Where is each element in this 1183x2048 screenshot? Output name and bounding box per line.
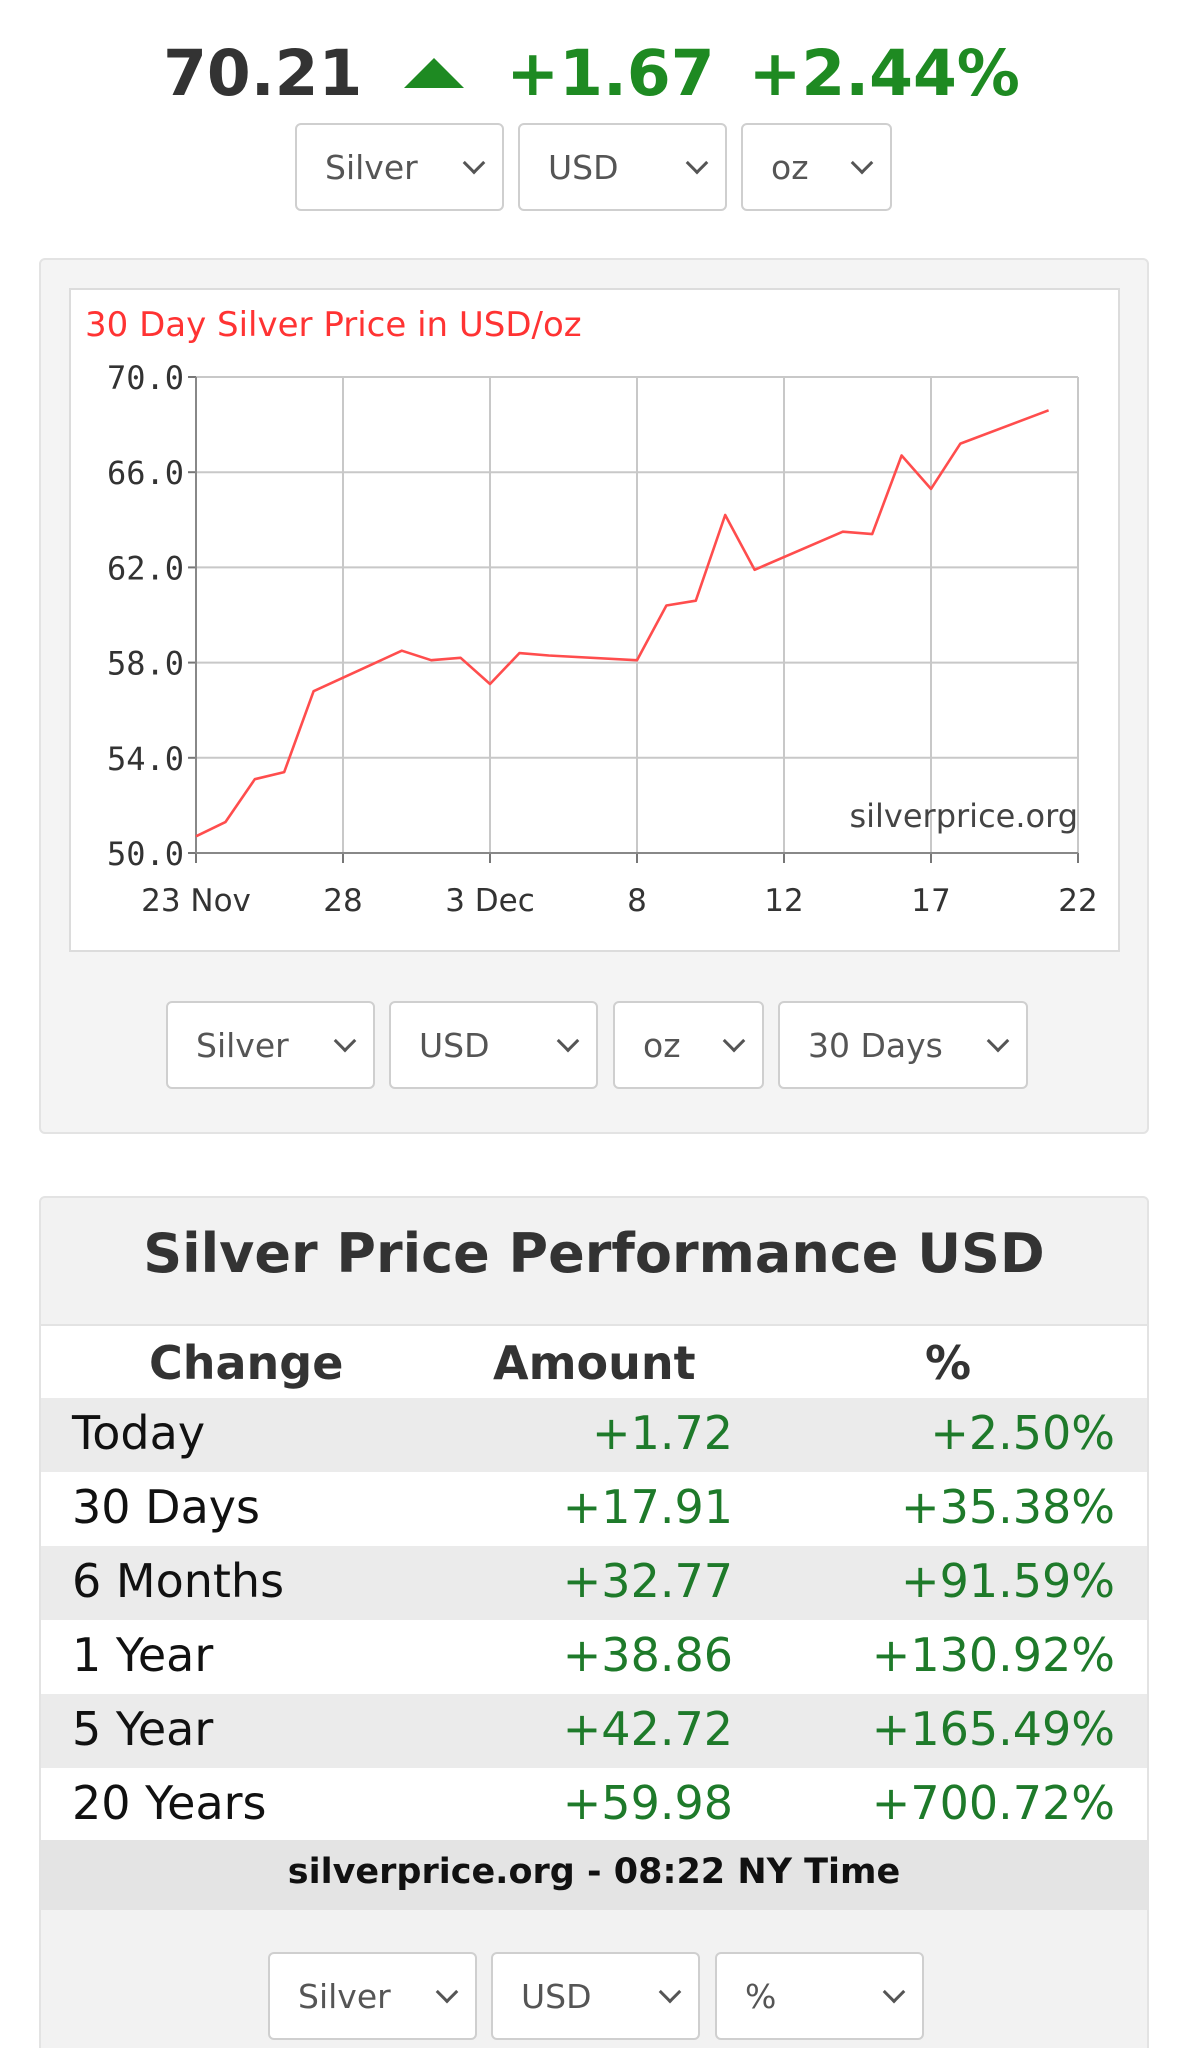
x-tick-label: 12 bbox=[764, 883, 803, 919]
row-label: 1 Year bbox=[72, 1628, 214, 1682]
perf-currency-select[interactable]: USD bbox=[491, 1952, 700, 2040]
chart-title: 30 Day Silver Price in USD/oz bbox=[85, 305, 582, 345]
row-percent: +91.59% bbox=[901, 1554, 1115, 1608]
current-price: 70.21 bbox=[163, 36, 363, 110]
perf-metal-select[interactable]: Silver bbox=[268, 1952, 477, 2040]
table-row: 20 Years +59.98 +700.72% bbox=[41, 1768, 1147, 1842]
row-percent: +130.92% bbox=[871, 1628, 1115, 1682]
y-tick-label: 62.0 bbox=[107, 549, 184, 587]
row-label: 20 Years bbox=[72, 1776, 267, 1830]
metal-select[interactable]: Silver bbox=[295, 123, 504, 211]
chart-currency-select-value: USD bbox=[419, 1025, 490, 1065]
performance-footer: silverprice.org - 08:22 NY Time bbox=[41, 1840, 1147, 1910]
price-change-percent: +2.44% bbox=[748, 36, 1020, 110]
y-tick-label: 58.0 bbox=[107, 645, 184, 683]
table-row: 30 Days +17.91 +35.38% bbox=[41, 1472, 1147, 1546]
chart-metal-select-value: Silver bbox=[196, 1025, 289, 1065]
chart-currency-select[interactable]: USD bbox=[389, 1001, 598, 1089]
chevron-down-icon bbox=[556, 1029, 580, 1053]
chevron-down-icon bbox=[986, 1029, 1010, 1053]
perf-mode-select-value: % bbox=[745, 1976, 777, 2016]
row-amount: +1.72 bbox=[592, 1406, 733, 1460]
row-label: Today bbox=[72, 1406, 206, 1460]
perf-currency-select-value: USD bbox=[521, 1976, 592, 2016]
x-tick-label: 28 bbox=[323, 883, 362, 919]
price-quote: 70.21 +1.67 +2.44% bbox=[0, 30, 1183, 116]
chevron-down-icon bbox=[882, 1980, 906, 2004]
header-change: Change bbox=[149, 1336, 344, 1390]
chart-period-select[interactable]: 30 Days bbox=[778, 1001, 1028, 1089]
chart-unit-select-value: oz bbox=[643, 1025, 681, 1065]
currency-select[interactable]: USD bbox=[518, 123, 727, 211]
price-series-line bbox=[195, 409, 1050, 838]
chart-unit-select[interactable]: oz bbox=[613, 1001, 764, 1089]
price-change: +1.67 bbox=[506, 36, 715, 110]
y-tick-label: 54.0 bbox=[107, 740, 184, 778]
y-tick-label: 50.0 bbox=[107, 835, 184, 873]
metal-select-value: Silver bbox=[325, 147, 418, 187]
currency-select-value: USD bbox=[548, 147, 619, 187]
y-tick-label: 70.0 bbox=[107, 359, 184, 397]
row-amount: +42.72 bbox=[562, 1702, 733, 1756]
performance-title: Silver Price Performance USD bbox=[143, 1222, 1045, 1285]
table-row: Today +1.72 +2.50% bbox=[41, 1398, 1147, 1472]
row-percent: +165.49% bbox=[871, 1702, 1115, 1756]
row-percent: +2.50% bbox=[930, 1406, 1115, 1460]
unit-select[interactable]: oz bbox=[741, 123, 892, 211]
chevron-down-icon bbox=[658, 1980, 682, 2004]
y-tick-label: 66.0 bbox=[107, 454, 184, 492]
chevron-down-icon bbox=[435, 1980, 459, 2004]
chevron-down-icon bbox=[722, 1029, 746, 1053]
row-amount: +17.91 bbox=[562, 1480, 733, 1534]
row-amount: +59.98 bbox=[562, 1776, 733, 1830]
row-percent: +700.72% bbox=[871, 1776, 1115, 1830]
table-row: 5 Year +42.72 +165.49% bbox=[41, 1694, 1147, 1768]
row-amount: +32.77 bbox=[562, 1554, 733, 1608]
performance-header-row: Change Amount % bbox=[41, 1324, 1147, 1398]
price-chart: 30 Day Silver Price in USD/oz 70.0 66.0 62.… bbox=[85, 305, 1098, 919]
row-label: 6 Months bbox=[72, 1554, 285, 1608]
chart-metal-select[interactable]: Silver bbox=[166, 1001, 375, 1089]
chevron-down-icon bbox=[333, 1029, 357, 1053]
row-label: 5 Year bbox=[72, 1702, 214, 1756]
chevron-down-icon bbox=[462, 151, 486, 175]
row-label: 30 Days bbox=[72, 1480, 260, 1534]
chart-watermark: silverprice.org bbox=[849, 797, 1078, 835]
perf-mode-select[interactable]: % bbox=[715, 1952, 924, 2040]
x-tick-label: 17 bbox=[911, 883, 950, 919]
chevron-down-icon bbox=[850, 151, 874, 175]
x-tick-label: 8 bbox=[627, 883, 647, 919]
x-tick-label: 22 bbox=[1058, 883, 1097, 919]
chart-frame bbox=[69, 288, 1120, 952]
chevron-down-icon bbox=[685, 151, 709, 175]
x-tick-label: 3 Dec bbox=[445, 883, 535, 919]
chart-period-select-value: 30 Days bbox=[808, 1025, 943, 1065]
up-triangle-icon bbox=[404, 58, 465, 88]
table-row: 6 Months +32.77 +91.59% bbox=[41, 1546, 1147, 1620]
perf-metal-select-value: Silver bbox=[298, 1976, 391, 2016]
table-row: 1 Year +38.86 +130.92% bbox=[41, 1620, 1147, 1694]
header-amount: Amount bbox=[493, 1336, 696, 1390]
unit-select-value: oz bbox=[771, 147, 809, 187]
row-amount: +38.86 bbox=[562, 1628, 733, 1682]
header-percent: % bbox=[925, 1336, 972, 1390]
row-percent: +35.38% bbox=[901, 1480, 1115, 1534]
x-tick-label: 23 Nov bbox=[141, 883, 251, 919]
